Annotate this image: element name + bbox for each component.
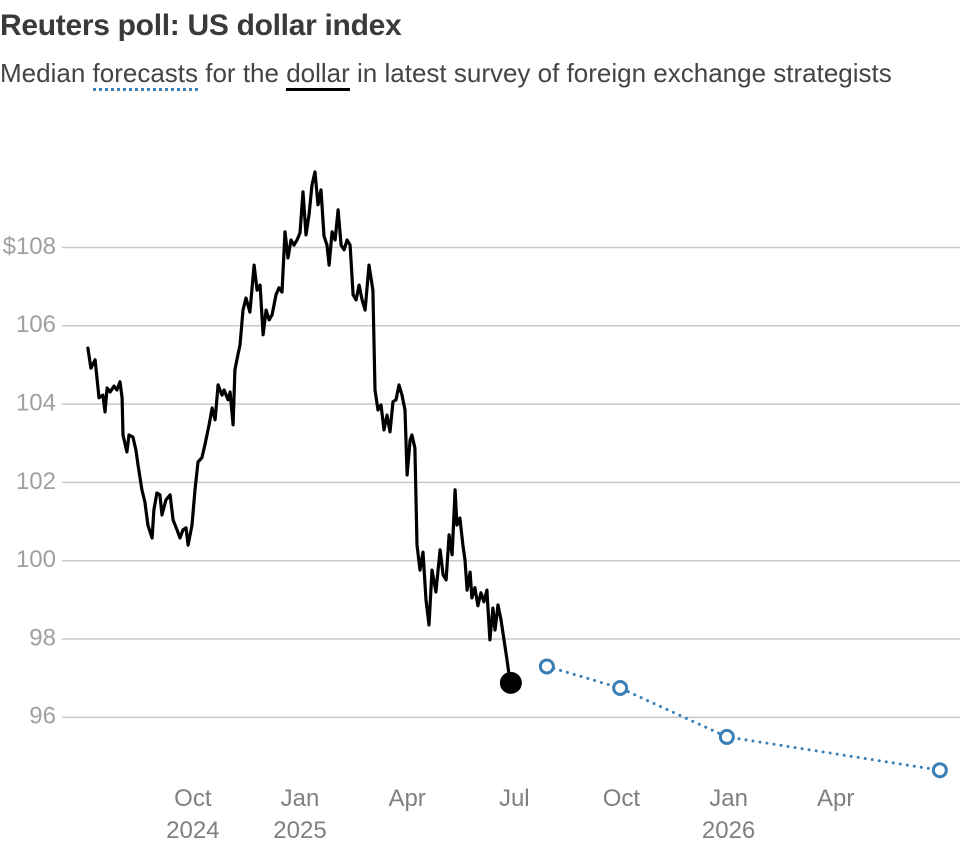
x-tick-label: Oct [603,785,641,812]
dollar-line [86,170,513,685]
subtitle-text: Median [0,58,86,88]
forecast-line [545,664,942,772]
legend-dollar: dollar [286,58,350,91]
y-tick-label: $108 [3,233,56,260]
subtitle-text: in latest survey of foreign exchange str… [357,58,892,88]
x-tick-label-line: Jan [281,785,320,812]
x-tick-label: Jan 2025 [273,785,326,844]
forecast-point [718,728,735,745]
y-tick-label: 106 [16,311,56,338]
x-tick-label-line: Oct [174,785,212,812]
forecast-point [538,658,555,675]
x-tick-label-line: Apr [817,785,854,812]
x-tick-label-line: Jan [709,785,748,812]
legend-forecasts: forecasts [92,58,199,91]
x-tick-label: Jan 2026 [702,785,755,844]
y-tick-label: 104 [16,389,56,416]
x-tick-label-line: 2025 [273,817,326,844]
subtitle-text: for the [205,58,279,88]
y-tick-label: 102 [16,468,56,495]
x-tick-label: Apr [817,785,854,812]
x-tick-label-line: Oct [603,785,641,812]
x-tick-label: Apr [388,785,425,812]
x-tick-label-line: 2024 [166,817,219,844]
x-tick-label: Oct 2024 [166,785,219,844]
x-tick-label-line: 2026 [702,817,755,844]
latest-point [499,671,522,694]
x-tick-label: Jul [499,785,530,812]
chart-subtitle: Median forecasts for the dollar in lates… [0,52,900,94]
y-tick-label: 96 [29,703,56,730]
x-tick-label-line: Apr [388,785,425,812]
forecast-point [931,762,948,779]
y-tick-label: 98 [29,624,56,651]
x-tick-label-line: Jul [499,785,530,812]
header: Reuters poll: US dollar index Median for… [0,0,960,94]
chart-title: Reuters poll: US dollar index [0,9,402,42]
forecast-point [612,679,629,696]
y-tick-label: 100 [16,546,56,573]
